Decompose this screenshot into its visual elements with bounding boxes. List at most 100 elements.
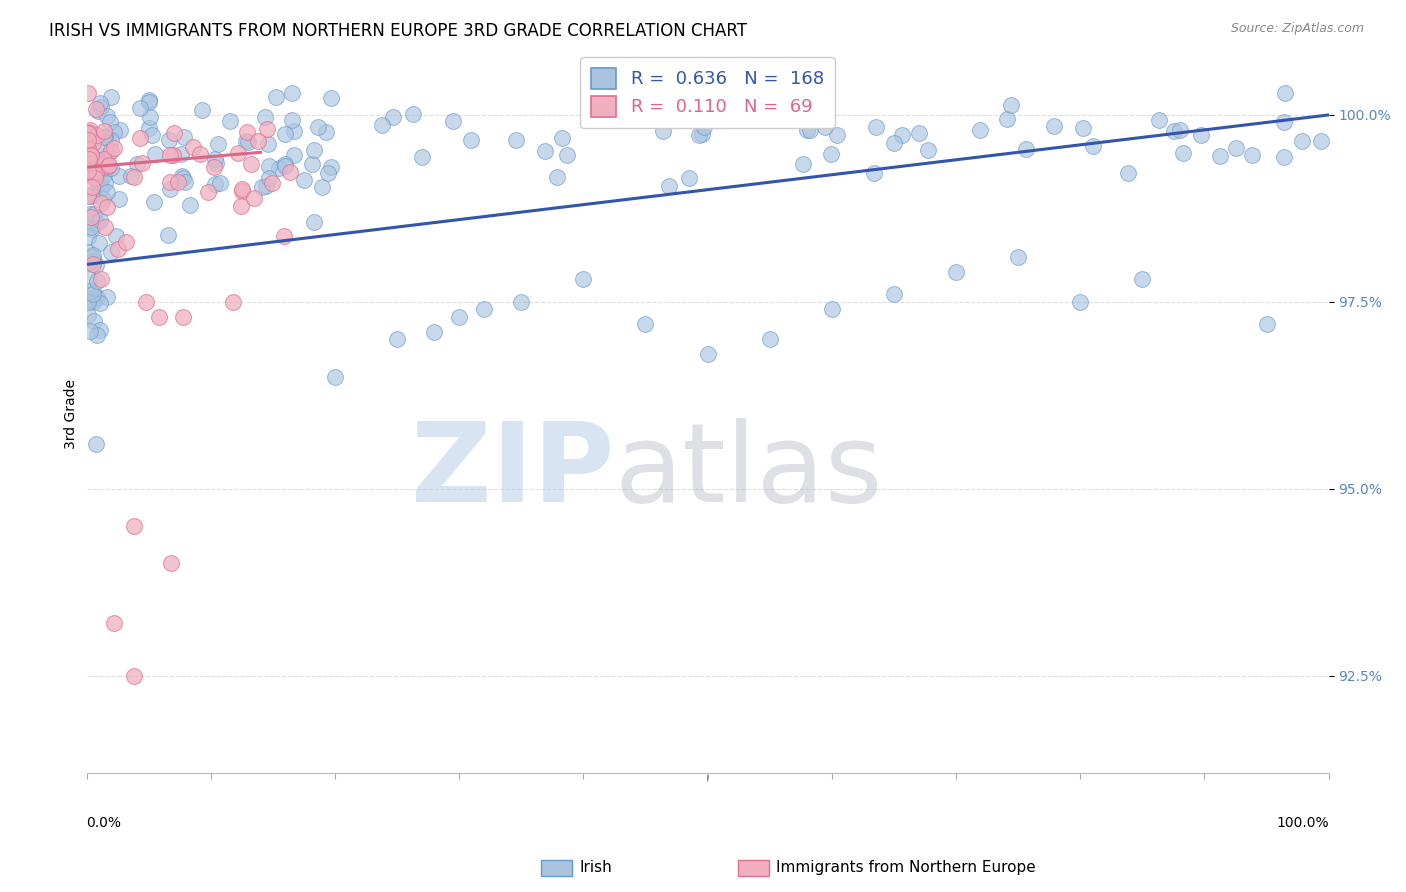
Point: [190, 103, 212, 117]
Point: [283, 124, 305, 138]
Point: [257, 137, 280, 152]
Point: [222, 294, 245, 309]
Point: [692, 120, 714, 134]
Point: [90, 272, 112, 286]
Point: [98, 115, 121, 129]
Point: [264, 90, 287, 104]
Point: [100, 245, 122, 260]
Point: [257, 171, 280, 186]
Point: [103, 125, 125, 139]
Point: [796, 123, 818, 137]
Point: [236, 135, 259, 149]
Point: [323, 369, 346, 384]
Point: [278, 165, 301, 179]
Point: [80, 292, 103, 306]
Point: [80, 127, 103, 141]
Point: [93, 168, 115, 182]
Point: [107, 243, 129, 257]
Point: [250, 179, 273, 194]
Point: [80, 156, 103, 170]
Point: [105, 229, 128, 244]
Point: [83, 207, 105, 221]
Point: [510, 294, 533, 309]
Point: [1309, 134, 1331, 148]
Point: [1256, 317, 1278, 331]
Point: [77, 188, 100, 202]
Point: [792, 157, 814, 171]
Point: [97, 147, 120, 161]
Text: Irish: Irish: [579, 861, 612, 875]
Point: [100, 132, 122, 146]
Point: [76, 164, 98, 178]
Point: [89, 141, 111, 155]
Point: [160, 557, 183, 571]
Point: [891, 128, 914, 143]
Point: [80, 149, 103, 163]
Point: [79, 148, 101, 162]
Point: [1272, 150, 1295, 164]
Point: [307, 120, 329, 135]
Point: [82, 257, 104, 271]
Point: [76, 86, 98, 100]
Point: [76, 213, 98, 227]
Point: [283, 148, 305, 162]
Point: [97, 159, 120, 173]
Point: [256, 178, 278, 193]
Point: [77, 160, 100, 174]
Point: [460, 133, 482, 147]
Point: [84, 167, 107, 181]
Point: [1272, 115, 1295, 129]
Point: [86, 216, 108, 230]
Point: [125, 157, 148, 171]
Point: [79, 324, 101, 338]
Point: [411, 151, 433, 165]
Point: [84, 437, 107, 451]
Point: [86, 327, 108, 342]
Point: [89, 296, 111, 310]
Point: [281, 86, 304, 100]
Point: [1168, 123, 1191, 137]
Point: [1225, 141, 1247, 155]
Point: [1274, 86, 1296, 100]
Point: [138, 95, 160, 109]
Point: [319, 91, 342, 105]
Point: [207, 136, 229, 151]
Point: [80, 250, 103, 264]
Text: atlas: atlas: [614, 417, 883, 524]
Point: [204, 152, 226, 166]
Point: [87, 157, 110, 171]
Point: [80, 189, 103, 203]
Point: [80, 210, 103, 224]
Point: [301, 156, 323, 170]
Point: [80, 222, 103, 236]
Point: [87, 103, 110, 118]
Point: [634, 317, 657, 331]
Point: [441, 114, 464, 128]
Point: [181, 140, 204, 154]
Point: [82, 187, 104, 202]
Point: [883, 287, 905, 301]
Point: [94, 176, 117, 190]
Point: [76, 126, 98, 140]
Point: [688, 128, 710, 142]
Point: [197, 185, 219, 199]
Point: [1189, 128, 1212, 142]
Point: [90, 100, 112, 114]
Point: [1149, 112, 1171, 127]
Point: [80, 179, 103, 194]
Point: [79, 147, 101, 161]
Point: [814, 120, 837, 134]
Point: [281, 112, 304, 127]
Point: [302, 215, 325, 229]
Point: [385, 332, 408, 346]
Point: [77, 125, 100, 139]
Point: [696, 347, 718, 361]
Point: [159, 148, 181, 162]
Point: [1163, 124, 1185, 138]
Point: [122, 668, 145, 682]
Point: [865, 120, 887, 134]
Text: Immigrants from Northern Europe: Immigrants from Northern Europe: [776, 861, 1036, 875]
Point: [689, 112, 711, 126]
Point: [76, 150, 98, 164]
Point: [239, 157, 262, 171]
